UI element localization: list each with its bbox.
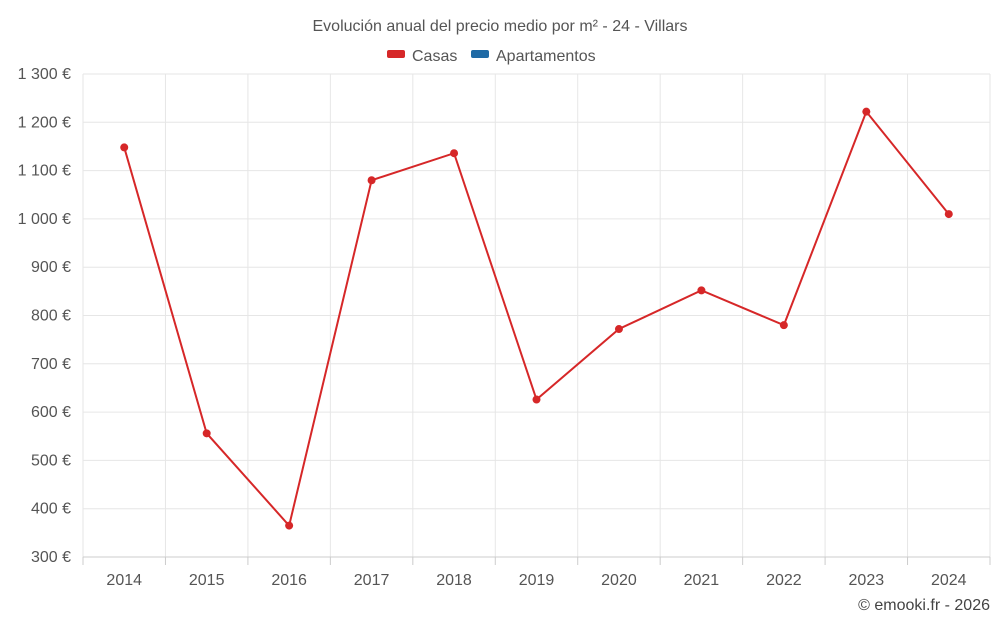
x-tick-label: 2020: [601, 572, 637, 589]
legend: Casas Apartamentos: [387, 48, 596, 65]
x-tick-label: 2022: [766, 572, 802, 589]
legend-swatch-casas: [387, 50, 405, 58]
y-tick-label: 400 €: [31, 501, 71, 518]
data-point[interactable]: [614, 325, 623, 334]
y-tick-label: 600 €: [31, 404, 71, 421]
y-tick-label: 800 €: [31, 308, 71, 325]
y-tick-label: 500 €: [31, 452, 71, 469]
legend-label-apartamentos: Apartamentos: [496, 48, 596, 65]
x-tick-label: 2021: [684, 572, 720, 589]
y-tick-label: 1 300 €: [18, 66, 71, 83]
axes: 300 € 400 € 500 € 600 € 700 € 800 € 900 € 1 000…: [18, 66, 991, 589]
data-point[interactable]: [862, 107, 871, 116]
x-tick-label: 2018: [436, 572, 472, 589]
x-tick-label: 2015: [189, 572, 225, 589]
credit-text: © emooki.fr - 2026: [858, 597, 990, 614]
y-tick-label: 1 000 €: [18, 211, 71, 228]
y-tick-label: 300 €: [31, 549, 71, 566]
y-tick-label: 1 200 €: [18, 114, 71, 131]
plot-area: [120, 107, 953, 530]
legend-item-casas[interactable]: Casas: [387, 48, 457, 65]
data-point[interactable]: [697, 286, 706, 295]
legend-label-casas: Casas: [412, 48, 457, 65]
y-tick-label: 700 €: [31, 356, 71, 373]
x-tick-label: 2017: [354, 572, 390, 589]
data-point[interactable]: [285, 521, 294, 530]
legend-swatch-apartamentos: [471, 50, 489, 58]
y-tick-label: 1 100 €: [18, 163, 71, 180]
x-tick-label: 2024: [931, 572, 967, 589]
data-point[interactable]: [944, 210, 953, 219]
legend-item-apartamentos[interactable]: Apartamentos: [471, 48, 596, 65]
chart-title: Evolución anual del precio medio por m² …: [313, 18, 688, 35]
x-tick-label: 2016: [271, 572, 307, 589]
x-tick-label: 2019: [519, 572, 555, 589]
data-point[interactable]: [367, 176, 376, 185]
data-point[interactable]: [450, 149, 459, 158]
x-tick-label: 2023: [849, 572, 885, 589]
data-point[interactable]: [532, 395, 541, 404]
data-point[interactable]: [202, 429, 211, 438]
data-point[interactable]: [779, 321, 788, 330]
data-point[interactable]: [120, 143, 129, 152]
y-tick-label: 900 €: [31, 259, 71, 276]
x-tick-label: 2014: [106, 572, 142, 589]
grid: [82, 73, 991, 558]
